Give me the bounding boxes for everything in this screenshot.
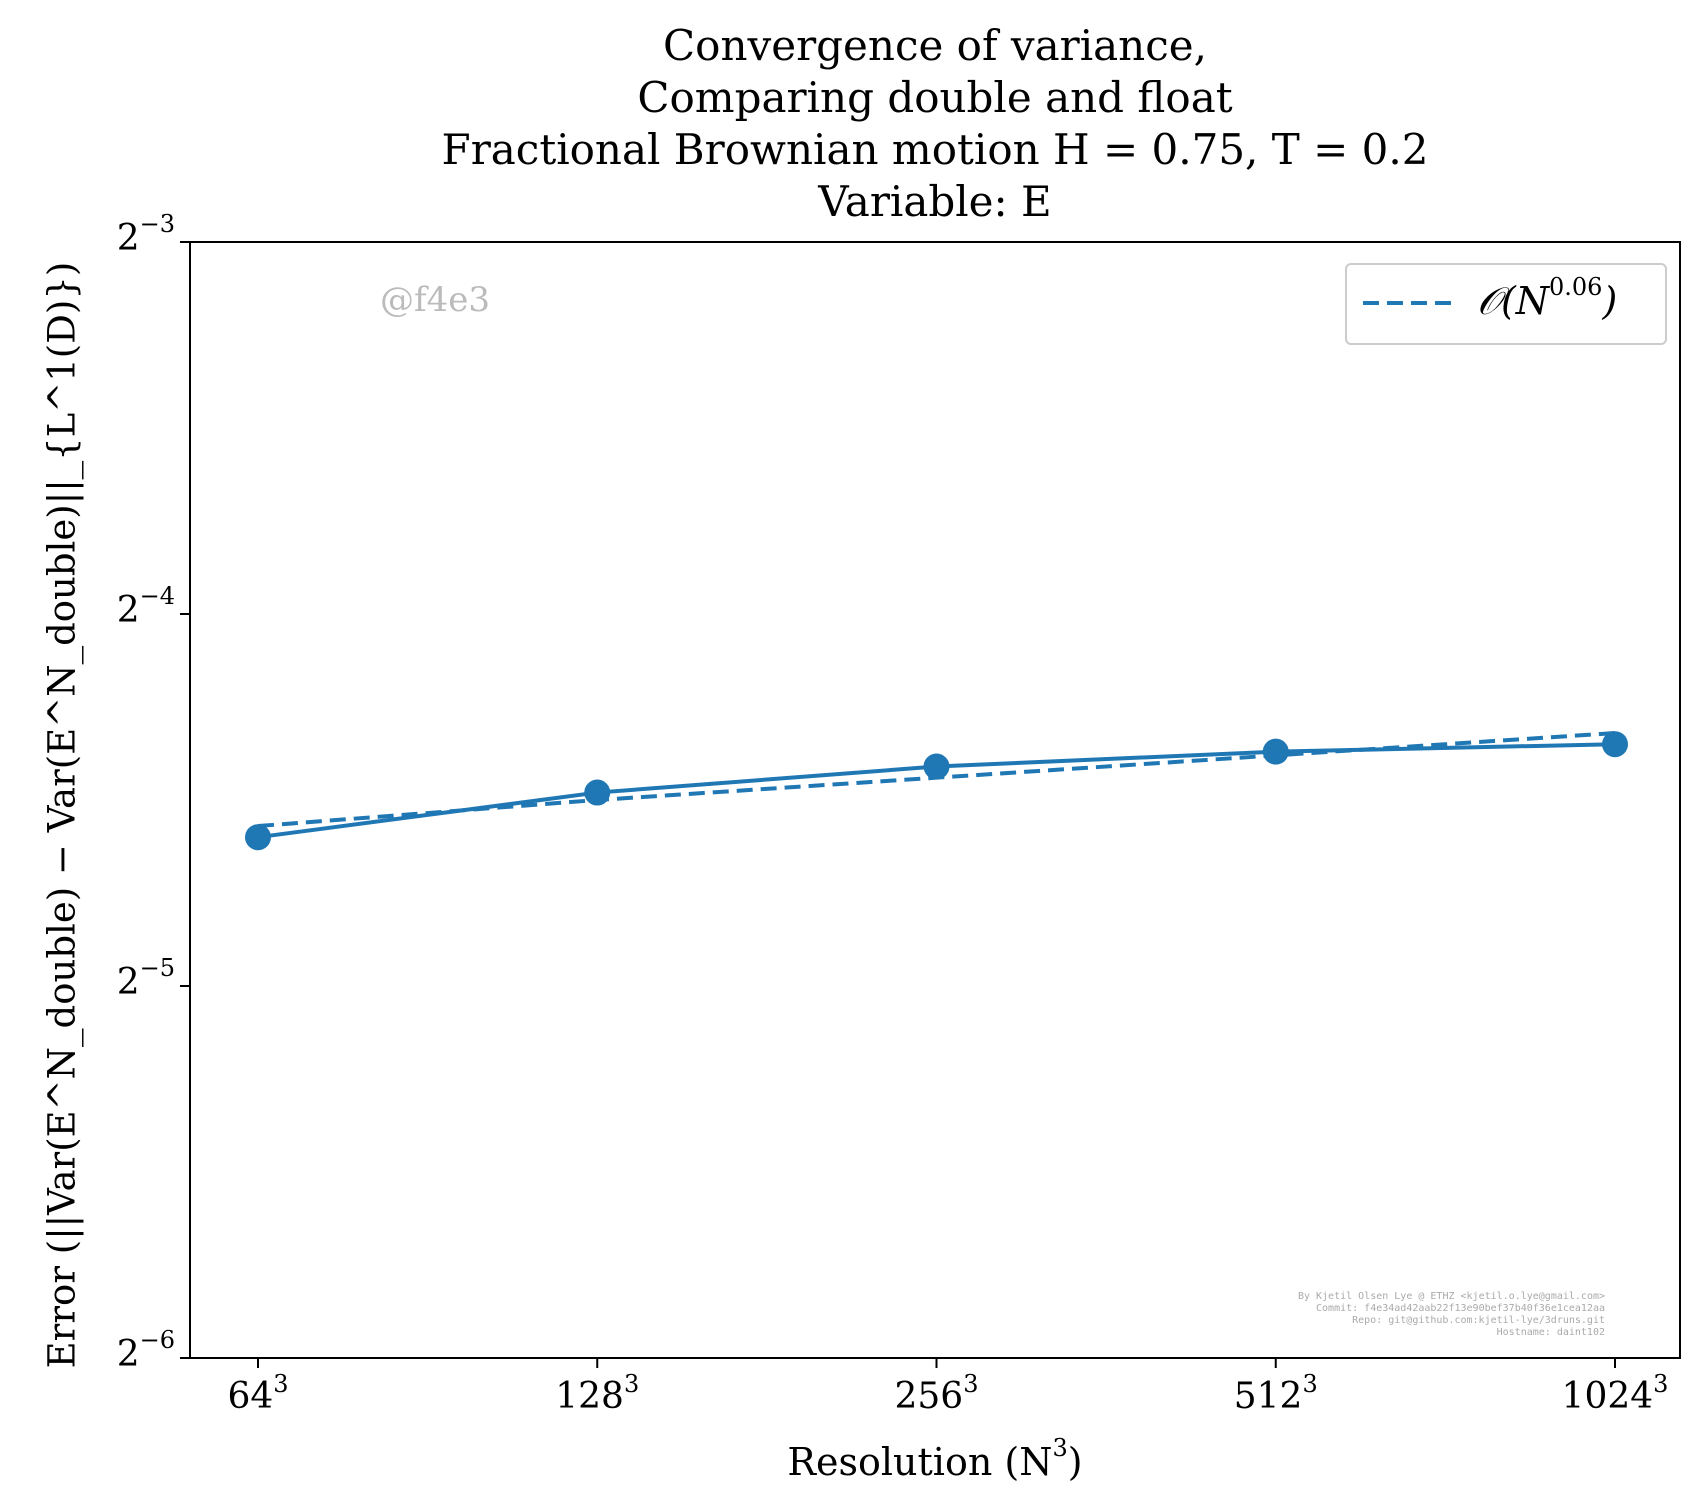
credit-line: Hostname: daint102	[1496, 1327, 1605, 1338]
title-line-1: Convergence of variance,	[663, 21, 1207, 70]
y-tick-label: 2−6	[116, 1326, 175, 1375]
legend-dash-swatch	[1363, 301, 1453, 305]
title-line-2: Comparing double and float	[637, 73, 1233, 122]
x-tick-label: 643	[227, 1370, 289, 1417]
credit-line: By Kjetil Olsen Lye @ ETHZ <kjetil.o.lye…	[1297, 1291, 1605, 1302]
series-layer	[245, 731, 1628, 851]
legend-label: 𝒪(N0.06)	[1477, 273, 1618, 323]
y-tick-label: 2−5	[116, 954, 175, 1003]
x-tick-label: 1283	[555, 1370, 640, 1417]
x-tick-label: 10243	[1561, 1370, 1669, 1417]
x-tick-label: 5123	[1233, 1370, 1318, 1417]
axis-ticks	[180, 241, 1616, 1368]
data-point	[1262, 738, 1289, 765]
title-line-4: Variable: E	[818, 177, 1052, 226]
x-tick-label: 2563	[894, 1370, 979, 1417]
y-tick-label: 2−4	[116, 582, 175, 631]
data-point	[245, 824, 271, 851]
plot-frame	[189, 241, 1681, 1359]
fit-line	[257, 731, 1616, 829]
x-axis-label: Resolution (N3)	[787, 1434, 1083, 1484]
data-point	[923, 753, 950, 780]
credits: By Kjetil Olsen Lye @ ETHZ <kjetil.o.lye…	[1040, 1291, 1605, 1339]
credit-line: Commit: f4e34ad42aab22f13e90bef37b40f36e…	[1316, 1303, 1605, 1314]
y-tick-label: 2−3	[116, 210, 175, 259]
legend: 𝒪(N0.06)	[1345, 263, 1667, 345]
watermark: @f4e3	[380, 280, 490, 320]
credit-line: Repo: git@github.com:kjetil-lye/3druns.g…	[1352, 1315, 1605, 1326]
data-point	[1602, 731, 1628, 758]
title-line-3: Fractional Brownian motion H = 0.75, T =…	[441, 125, 1429, 174]
